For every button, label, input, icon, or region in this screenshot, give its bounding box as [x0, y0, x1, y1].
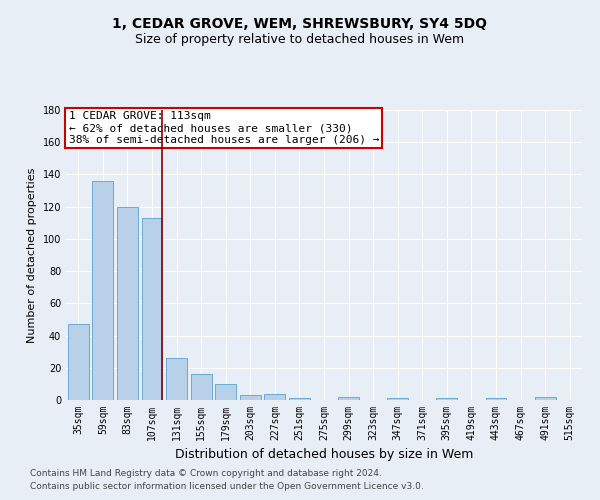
Bar [387, 398, 408, 400]
Bar [436, 398, 457, 400]
Text: 1, CEDAR GROVE, WEM, SHREWSBURY, SY4 5DQ: 1, CEDAR GROVE, WEM, SHREWSBURY, SY4 5DQ [113, 18, 487, 32]
Y-axis label: Number of detached properties: Number of detached properties [27, 168, 37, 342]
Bar [166, 358, 187, 400]
Bar [535, 397, 556, 400]
Bar [142, 218, 163, 400]
X-axis label: Distribution of detached houses by size in Wem: Distribution of detached houses by size … [175, 448, 473, 462]
Text: 1 CEDAR GROVE: 113sqm
← 62% of detached houses are smaller (330)
38% of semi-det: 1 CEDAR GROVE: 113sqm ← 62% of detached … [68, 112, 379, 144]
Text: Contains public sector information licensed under the Open Government Licence v3: Contains public sector information licen… [30, 482, 424, 491]
Text: Contains HM Land Registry data © Crown copyright and database right 2024.: Contains HM Land Registry data © Crown c… [30, 469, 382, 478]
Text: Size of property relative to detached houses in Wem: Size of property relative to detached ho… [136, 32, 464, 46]
Bar [191, 374, 212, 400]
Bar [338, 397, 359, 400]
Bar [289, 398, 310, 400]
Bar [117, 206, 138, 400]
Bar [215, 384, 236, 400]
Bar [92, 181, 113, 400]
Bar [265, 394, 286, 400]
Bar [485, 398, 506, 400]
Bar [240, 395, 261, 400]
Bar [68, 324, 89, 400]
